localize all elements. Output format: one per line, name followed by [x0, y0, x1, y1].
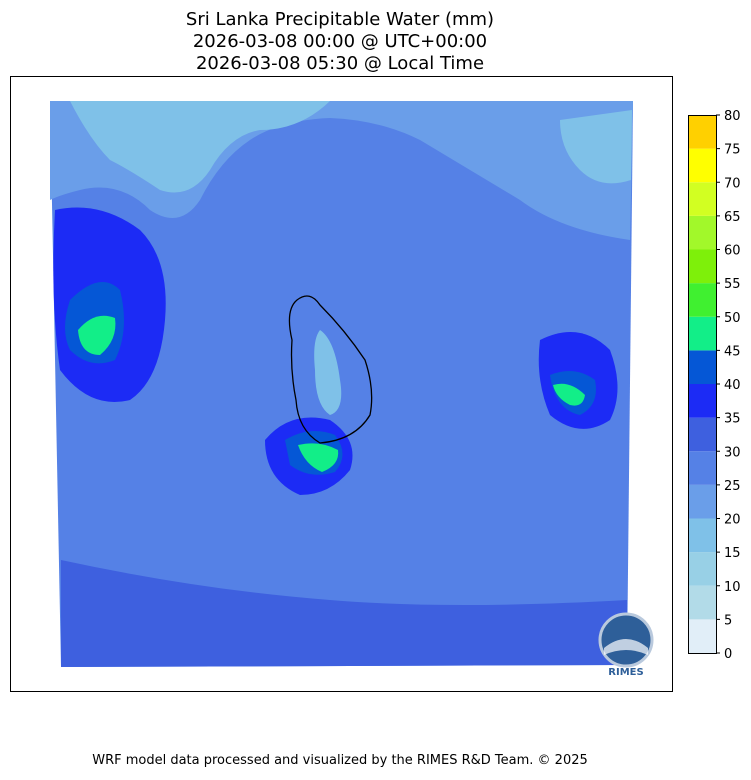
- colorbar-band: [688, 148, 716, 183]
- map-frame: [10, 76, 673, 692]
- colorbar-band: [688, 350, 716, 384]
- logo: RIMES: [598, 612, 654, 678]
- colorbar-tick-label: 35: [724, 412, 741, 427]
- colorbar-band: [688, 484, 716, 519]
- colorbar-tick-label: 25: [724, 479, 741, 494]
- logo-text: RIMES: [608, 667, 643, 678]
- colorbar-tick-label: 55: [724, 277, 741, 292]
- colorbar-tick-label: 15: [724, 546, 741, 561]
- colorbar-tick-label: 70: [724, 176, 741, 191]
- colorbar-band: [688, 215, 716, 250]
- colorbar-tick-label: 50: [724, 311, 741, 326]
- colorbar-tick-label: 0: [724, 647, 732, 662]
- colorbar-tick-label: 80: [724, 109, 741, 124]
- colorbar-band: [688, 619, 716, 653]
- colorbar-band: [688, 585, 716, 620]
- colorbar-tick-label: 60: [724, 244, 741, 259]
- title-line: 2026-03-08 05:30 @ Local Time: [196, 53, 484, 74]
- colorbar-tick-label: 5: [724, 613, 732, 628]
- colorbar-tick-label: 65: [724, 210, 741, 225]
- colorbar-frame: [688, 115, 717, 654]
- colorbar-band: [688, 115, 716, 149]
- colorbar: 0 5 10 15 20 25 30 35 40 45 50 55 60 65 70 75 80: [688, 109, 741, 662]
- colorbar-band: [688, 182, 716, 216]
- colorbar-band: [688, 518, 716, 553]
- colorbar-tick-label: 30: [724, 445, 741, 460]
- colorbar-band: [688, 316, 716, 351]
- colorbar-band: [688, 552, 716, 586]
- colorbar-band: [688, 283, 716, 317]
- map: [50, 101, 633, 667]
- colorbar-band: [688, 451, 716, 485]
- colorbar-tick-label: 75: [724, 143, 741, 158]
- colorbar-tick-label: 40: [724, 378, 741, 393]
- colorbar-band: [688, 417, 716, 452]
- colorbar-tick-label: 20: [724, 513, 741, 528]
- colorbar-band: [688, 384, 716, 418]
- colorbar-tick-label: 45: [724, 344, 741, 359]
- title-line: Sri Lanka Precipitable Water (mm): [186, 9, 494, 30]
- colorbar-tick-label: 10: [724, 580, 741, 595]
- footer: WRF model data processed and visualized …: [92, 753, 588, 768]
- colorbar-band: [688, 249, 716, 284]
- title-line: 2026-03-08 00:00 @ UTC+00:00: [193, 31, 487, 52]
